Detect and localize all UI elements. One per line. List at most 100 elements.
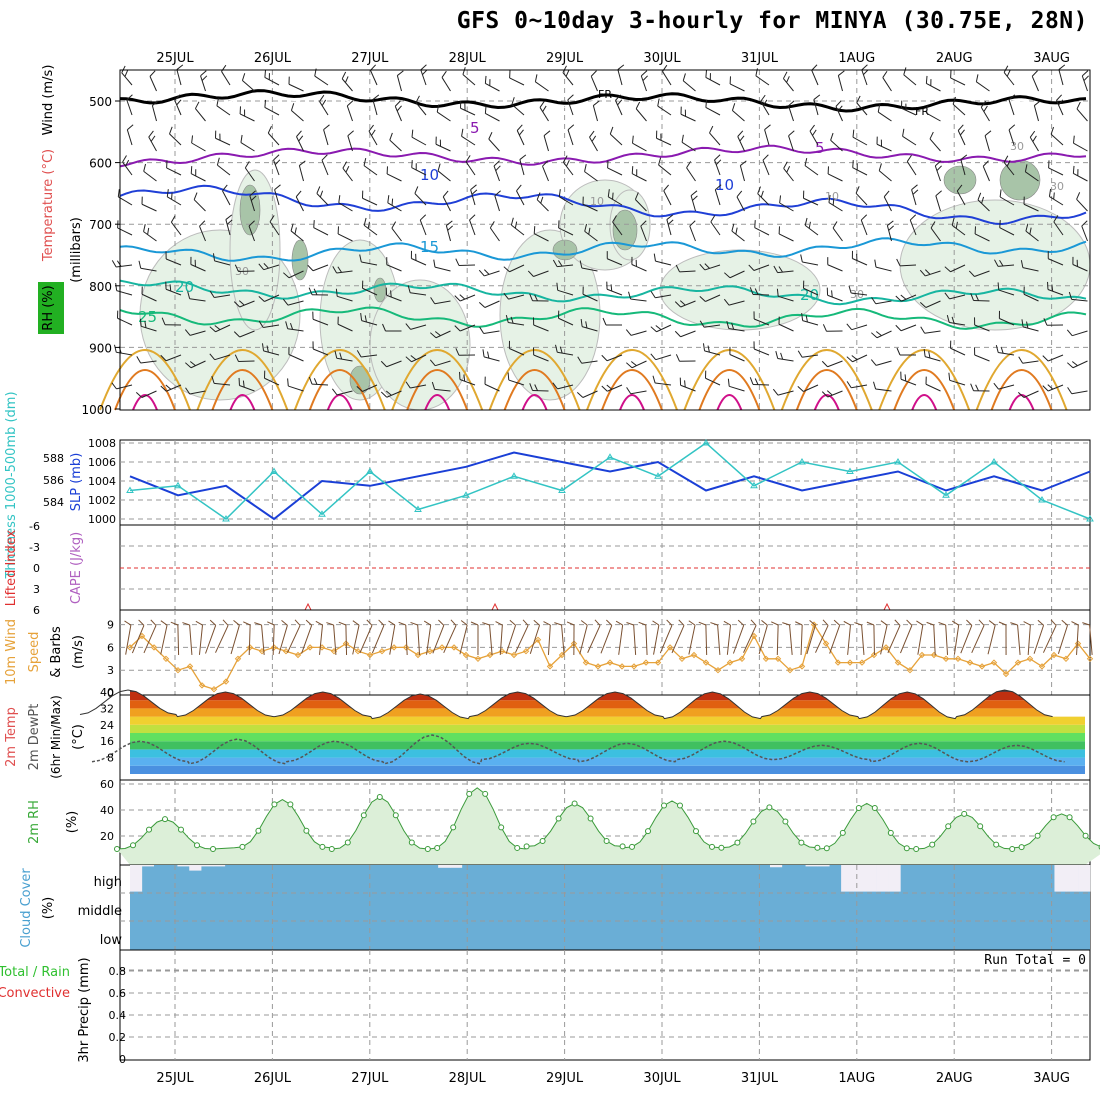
barb-flag	[625, 329, 632, 336]
barb-staff	[459, 324, 476, 332]
barb-flag	[299, 160, 306, 166]
rh-tick: 20	[100, 830, 114, 843]
barb-flag	[809, 124, 815, 132]
precip-frame	[119, 949, 1091, 1061]
wind-speed-marker	[822, 640, 830, 647]
barb-flag	[585, 321, 588, 329]
barb-staff	[1027, 624, 1031, 655]
barb-flag	[176, 99, 182, 106]
wind-barb	[185, 387, 206, 395]
barb-staff	[465, 161, 476, 176]
barb-flag	[489, 221, 495, 229]
barb-flag	[507, 372, 510, 381]
wind-speed-marker	[618, 663, 626, 670]
wind-barb	[459, 100, 476, 116]
barb-flag	[115, 282, 118, 291]
barb-staff	[1073, 142, 1088, 152]
wind-barb	[1047, 281, 1064, 296]
barb-staff	[288, 354, 304, 362]
freezing-level-line	[119, 89, 1087, 113]
barb-staff	[1003, 72, 1015, 86]
wind-barb	[1048, 188, 1064, 206]
rh-marker	[194, 842, 200, 849]
wind-speed-marker	[1026, 655, 1034, 663]
wind-barb	[736, 190, 745, 212]
wind-barb	[484, 75, 500, 92]
temp-tick: 32	[100, 702, 114, 715]
barb-staff	[671, 625, 685, 654]
barb-staff	[852, 167, 868, 176]
rh-marker	[823, 845, 830, 852]
barb-flag	[566, 621, 575, 626]
barb-staff	[582, 293, 598, 302]
barb-flag	[233, 331, 241, 338]
barb-staff	[680, 384, 696, 392]
wind-barb	[576, 390, 598, 398]
barb-flag	[705, 69, 708, 78]
date-label-top: 31JUL	[741, 51, 779, 66]
wind10-barb	[900, 619, 913, 654]
barb-flag	[414, 186, 419, 194]
wind-barb	[436, 104, 451, 122]
barb-flag	[510, 316, 514, 324]
wind10-barb	[398, 621, 408, 655]
wind-barb	[410, 250, 427, 266]
barb-staff	[160, 625, 168, 655]
barb-flag	[1067, 387, 1073, 395]
barb-flag	[187, 291, 191, 299]
barb-flag	[313, 378, 318, 385]
isotherm-35	[698, 369, 761, 411]
wind-barb	[479, 326, 500, 334]
wind-barb	[925, 376, 941, 392]
barb-staff	[362, 287, 378, 296]
barb-flag	[704, 263, 710, 269]
barb-flag	[234, 264, 239, 272]
barb-flag	[170, 215, 176, 223]
barb-staff	[336, 390, 353, 396]
barb-staff	[198, 624, 204, 655]
barb-staff	[732, 625, 745, 654]
barb-flag	[460, 620, 468, 626]
barb-flag	[1029, 130, 1036, 138]
barb-flag	[731, 223, 735, 232]
temp-tick: 40	[100, 686, 114, 699]
wind-barb	[184, 329, 206, 336]
barb-flag	[934, 160, 942, 167]
barb-staff	[875, 266, 892, 272]
barb-flag	[802, 190, 805, 199]
barb-flag	[562, 65, 567, 73]
barb-flag	[258, 320, 264, 328]
wind-speed-marker	[966, 659, 974, 666]
barb-flag	[331, 388, 338, 396]
barb-flag	[356, 385, 363, 392]
barb-flag	[194, 259, 196, 267]
barb-flag	[866, 621, 875, 626]
barb-flag	[222, 619, 229, 626]
barb-staff	[883, 196, 892, 212]
barb-staff	[705, 77, 721, 86]
barb-staff	[508, 379, 525, 386]
barb-flag	[821, 360, 828, 368]
barb-flag	[1047, 281, 1049, 290]
barb-staff	[389, 139, 402, 152]
wind-barb	[503, 264, 525, 273]
barb-flag	[626, 622, 634, 626]
thickness-tick: 586	[43, 474, 64, 487]
wind-barb	[380, 390, 402, 398]
wind-barb	[997, 282, 1015, 296]
wind-barb	[726, 320, 745, 332]
barb-flag	[640, 220, 647, 227]
barb-flag	[160, 354, 167, 362]
wind10-barb	[278, 619, 288, 655]
isotherm-30	[780, 349, 873, 411]
barb-flag	[1026, 321, 1029, 329]
wind-speed-marker	[354, 647, 362, 655]
wind-speed-marker	[642, 659, 650, 666]
date-label-top: 29JUL	[546, 51, 584, 66]
rh-marker	[360, 812, 367, 819]
wind-barb	[980, 100, 990, 122]
barb-flag	[1003, 65, 1009, 73]
wind-barb	[909, 214, 917, 236]
barb-flag	[707, 345, 710, 353]
wind-barb	[852, 129, 868, 146]
